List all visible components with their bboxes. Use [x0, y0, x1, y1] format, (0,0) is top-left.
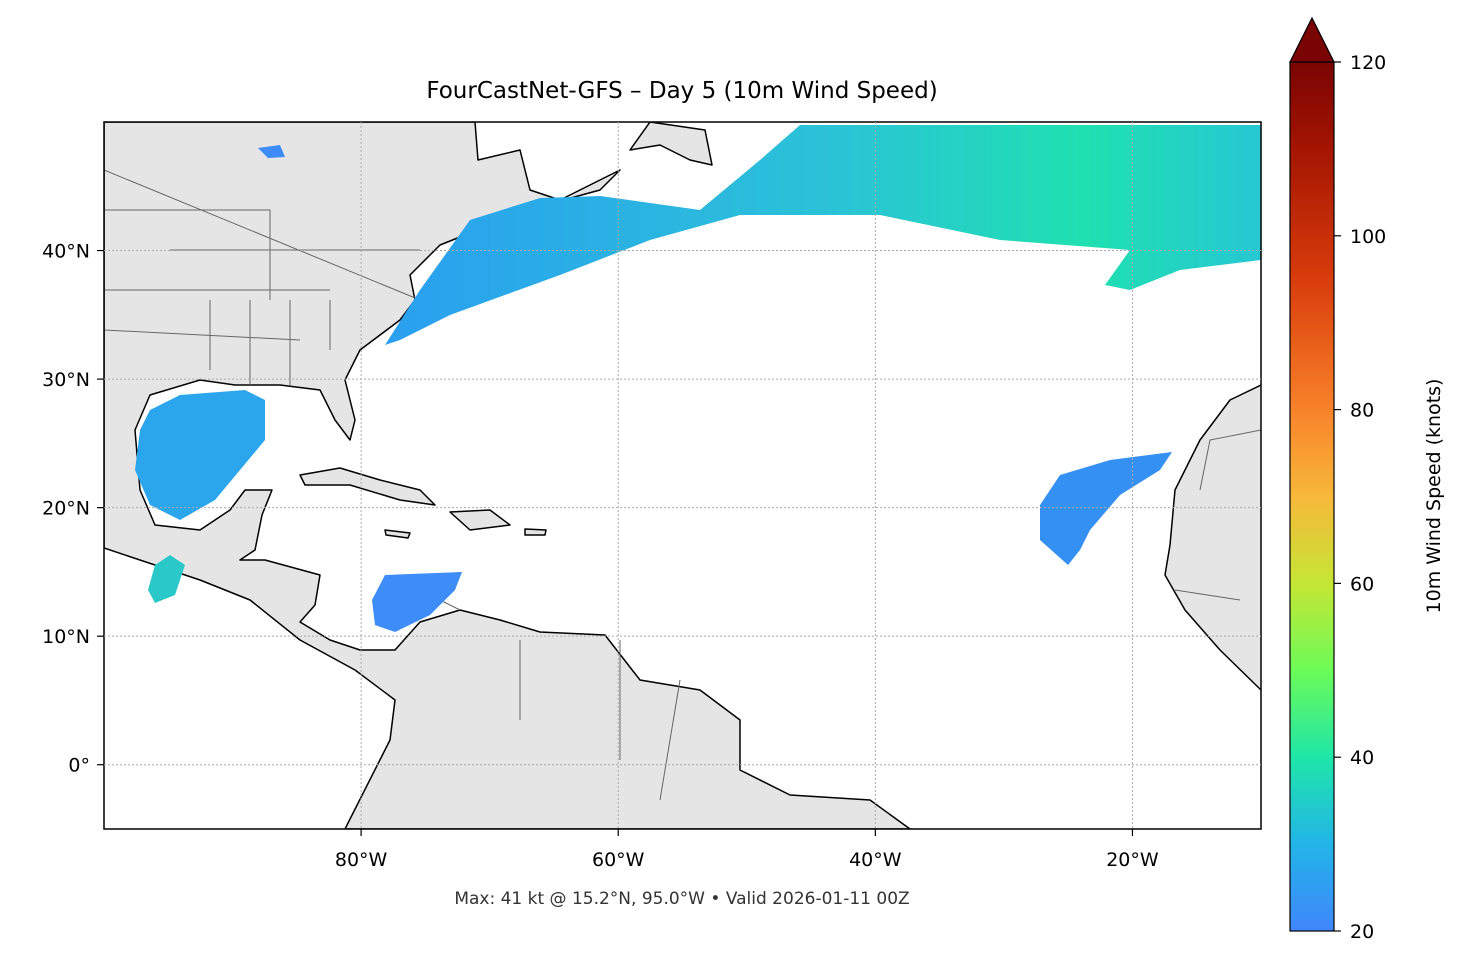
- wind-pacific: [148, 555, 185, 603]
- wind-lakes: [258, 145, 285, 158]
- newfoundland: [629, 122, 713, 166]
- x-tick-label: 80°W: [335, 849, 388, 871]
- wind-north-atlantic: [385, 125, 1261, 345]
- y-tick-label: 20°N: [42, 498, 90, 520]
- wind-caribbean: [372, 572, 462, 632]
- y-tick-label: 10°N: [42, 626, 90, 648]
- state-borders: [104, 169, 1261, 801]
- map: [104, 122, 1261, 829]
- colorbar-label: 10m Wind Speed (knots): [1423, 379, 1445, 614]
- colorbar-tick-label: 100: [1350, 226, 1386, 248]
- africa: [1164, 384, 1261, 691]
- puerto-rico: [524, 528, 547, 536]
- hispaniola: [449, 509, 511, 531]
- wind-gulf: [135, 390, 265, 520]
- colorbar-tick-label: 60: [1350, 573, 1374, 595]
- cuba: [299, 467, 436, 506]
- chart-title: FourCastNet-GFS – Day 5 (10m Wind Speed): [426, 78, 937, 104]
- footer: Max: 41 kt @ 15.2°N, 95.0°W • Valid 2026…: [454, 889, 909, 909]
- x-tick-label: 20°W: [1106, 849, 1159, 871]
- y-tick-label: 40°N: [42, 241, 90, 263]
- colorbar-tick-label: 20: [1350, 921, 1374, 943]
- colorbar-tick-label: 120: [1350, 52, 1386, 74]
- map-frame: [103, 121, 1262, 830]
- jamaica: [384, 529, 411, 539]
- x-tick-label: 40°W: [849, 849, 902, 871]
- americas: [104, 122, 911, 829]
- y-tick-label: 30°N: [42, 369, 90, 391]
- x-tick-label: 60°W: [592, 849, 645, 871]
- y-tick-label: 0°: [68, 755, 90, 777]
- colorbar-gradient: [1289, 61, 1335, 932]
- wind-east-atlantic: [1040, 452, 1172, 565]
- colorbar-tick-label: 40: [1350, 747, 1374, 769]
- colorbar: 10m Wind Speed (knots): [1289, 16, 1445, 932]
- colorbar-extend: [1289, 16, 1335, 63]
- colorbar-tick-label: 80: [1350, 400, 1374, 422]
